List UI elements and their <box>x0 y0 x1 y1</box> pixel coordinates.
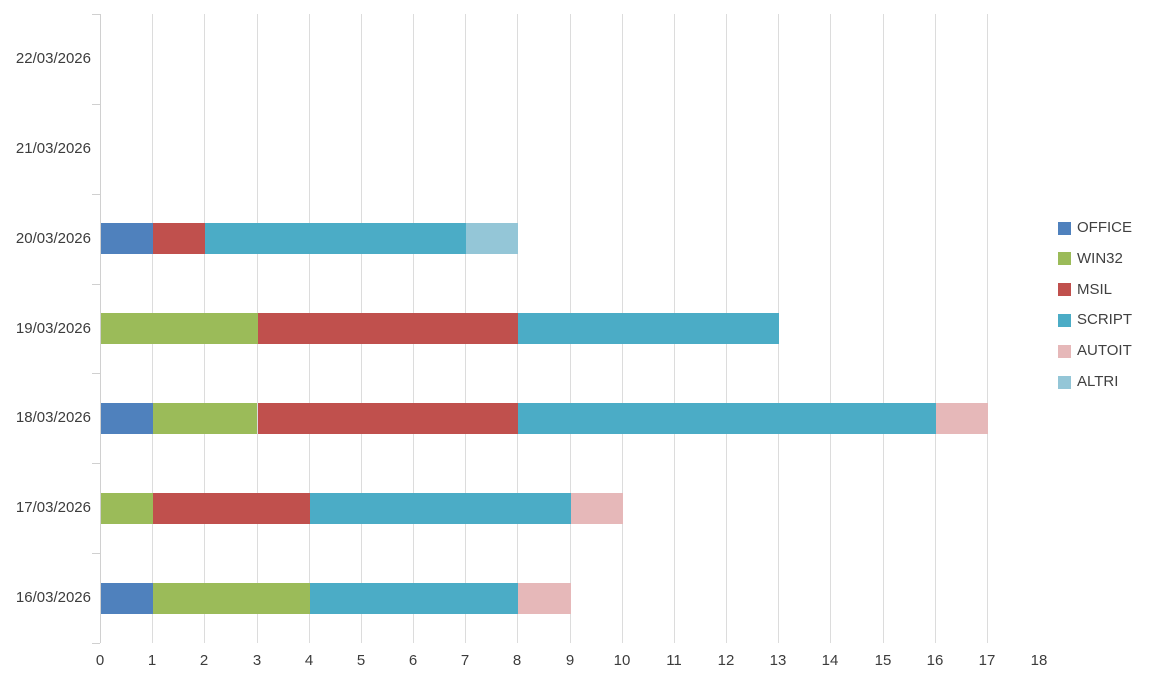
bar-segment-win32 <box>101 493 154 524</box>
bar-segment-script <box>518 403 936 434</box>
legend-swatch-win32-icon <box>1058 252 1071 265</box>
legend-label: ALTRI <box>1077 373 1119 390</box>
y-axis-tick <box>92 194 100 195</box>
bar-segment-office <box>101 583 154 614</box>
bar-segment-autoit <box>570 493 623 524</box>
bar-segment-office <box>101 223 154 254</box>
y-axis-category-label: 17/03/2026 <box>15 499 91 516</box>
y-axis-tick <box>92 373 100 374</box>
x-axis-tick-label: 8 <box>512 652 522 669</box>
x-axis-tick-label: 15 <box>874 652 892 669</box>
x-axis-tick-label: 0 <box>95 652 105 669</box>
x-axis-tick-label: 17 <box>978 652 996 669</box>
bar-segment-script <box>518 313 780 344</box>
bar-segment-autoit <box>518 583 571 614</box>
x-axis-tick-label: 9 <box>565 652 575 669</box>
x-axis-tick-label: 10 <box>613 652 631 669</box>
bar-segment-win32 <box>153 403 258 434</box>
legend-label: MSIL <box>1077 281 1113 298</box>
y-axis-tick <box>92 284 100 285</box>
y-axis-category-label: 20/03/2026 <box>15 230 91 247</box>
bar-segment-script <box>205 223 467 254</box>
y-axis-tick <box>92 14 100 15</box>
x-axis-tick-label: 14 <box>821 652 839 669</box>
y-axis-tick <box>92 553 100 554</box>
bar-segment-script <box>309 583 519 614</box>
x-axis-tick-label: 12 <box>717 652 735 669</box>
bar-segment-msil <box>153 493 310 524</box>
x-axis-tick-label: 1 <box>147 652 157 669</box>
x-axis-tick-label: 4 <box>304 652 314 669</box>
y-axis-category-label: 19/03/2026 <box>15 320 91 337</box>
legend-swatch-altri-icon <box>1058 376 1071 389</box>
x-axis-tick-label: 3 <box>252 652 262 669</box>
bar-segment-win32 <box>101 313 258 344</box>
bar-segment-msil <box>153 223 206 254</box>
legend-label: WIN32 <box>1077 250 1123 267</box>
legend-label: AUTOIT <box>1077 342 1132 359</box>
y-axis-category-label: 18/03/2026 <box>15 409 91 426</box>
bar-segment-script <box>309 493 571 524</box>
legend-swatch-office-icon <box>1058 222 1071 235</box>
legend-label: OFFICE <box>1077 219 1132 236</box>
legend-label: SCRIPT <box>1077 311 1133 328</box>
x-axis-tick-label: 2 <box>199 652 209 669</box>
x-axis-tick-label: 5 <box>356 652 366 669</box>
y-axis-line <box>100 14 101 643</box>
y-axis-category-label: 16/03/2026 <box>15 589 91 606</box>
gridline <box>883 14 884 643</box>
y-axis-tick <box>92 104 100 105</box>
bar-segment-altri <box>466 223 519 254</box>
legend-swatch-script-icon <box>1058 314 1071 327</box>
bar-segment-office <box>101 403 154 434</box>
y-axis-tick <box>92 463 100 464</box>
y-axis-category-label: 22/03/2026 <box>15 50 91 67</box>
legend-swatch-autoit-icon <box>1058 345 1071 358</box>
gridline <box>935 14 936 643</box>
bar-segment-win32 <box>153 583 310 614</box>
bar-segment-autoit <box>935 403 988 434</box>
x-axis-tick-label: 7 <box>460 652 470 669</box>
gridline <box>987 14 988 643</box>
x-axis-tick-label: 13 <box>769 652 787 669</box>
bar-segment-msil <box>257 403 519 434</box>
x-axis-tick-label: 11 <box>666 652 682 669</box>
legend-swatch-msil-icon <box>1058 283 1071 296</box>
bar-segment-msil <box>257 313 519 344</box>
y-axis-category-label: 21/03/2026 <box>15 140 91 157</box>
x-axis-tick-label: 18 <box>1030 652 1048 669</box>
gridline <box>830 14 831 643</box>
x-axis-tick-label: 6 <box>408 652 418 669</box>
x-axis-tick-label: 16 <box>926 652 944 669</box>
y-axis-tick <box>92 643 100 644</box>
